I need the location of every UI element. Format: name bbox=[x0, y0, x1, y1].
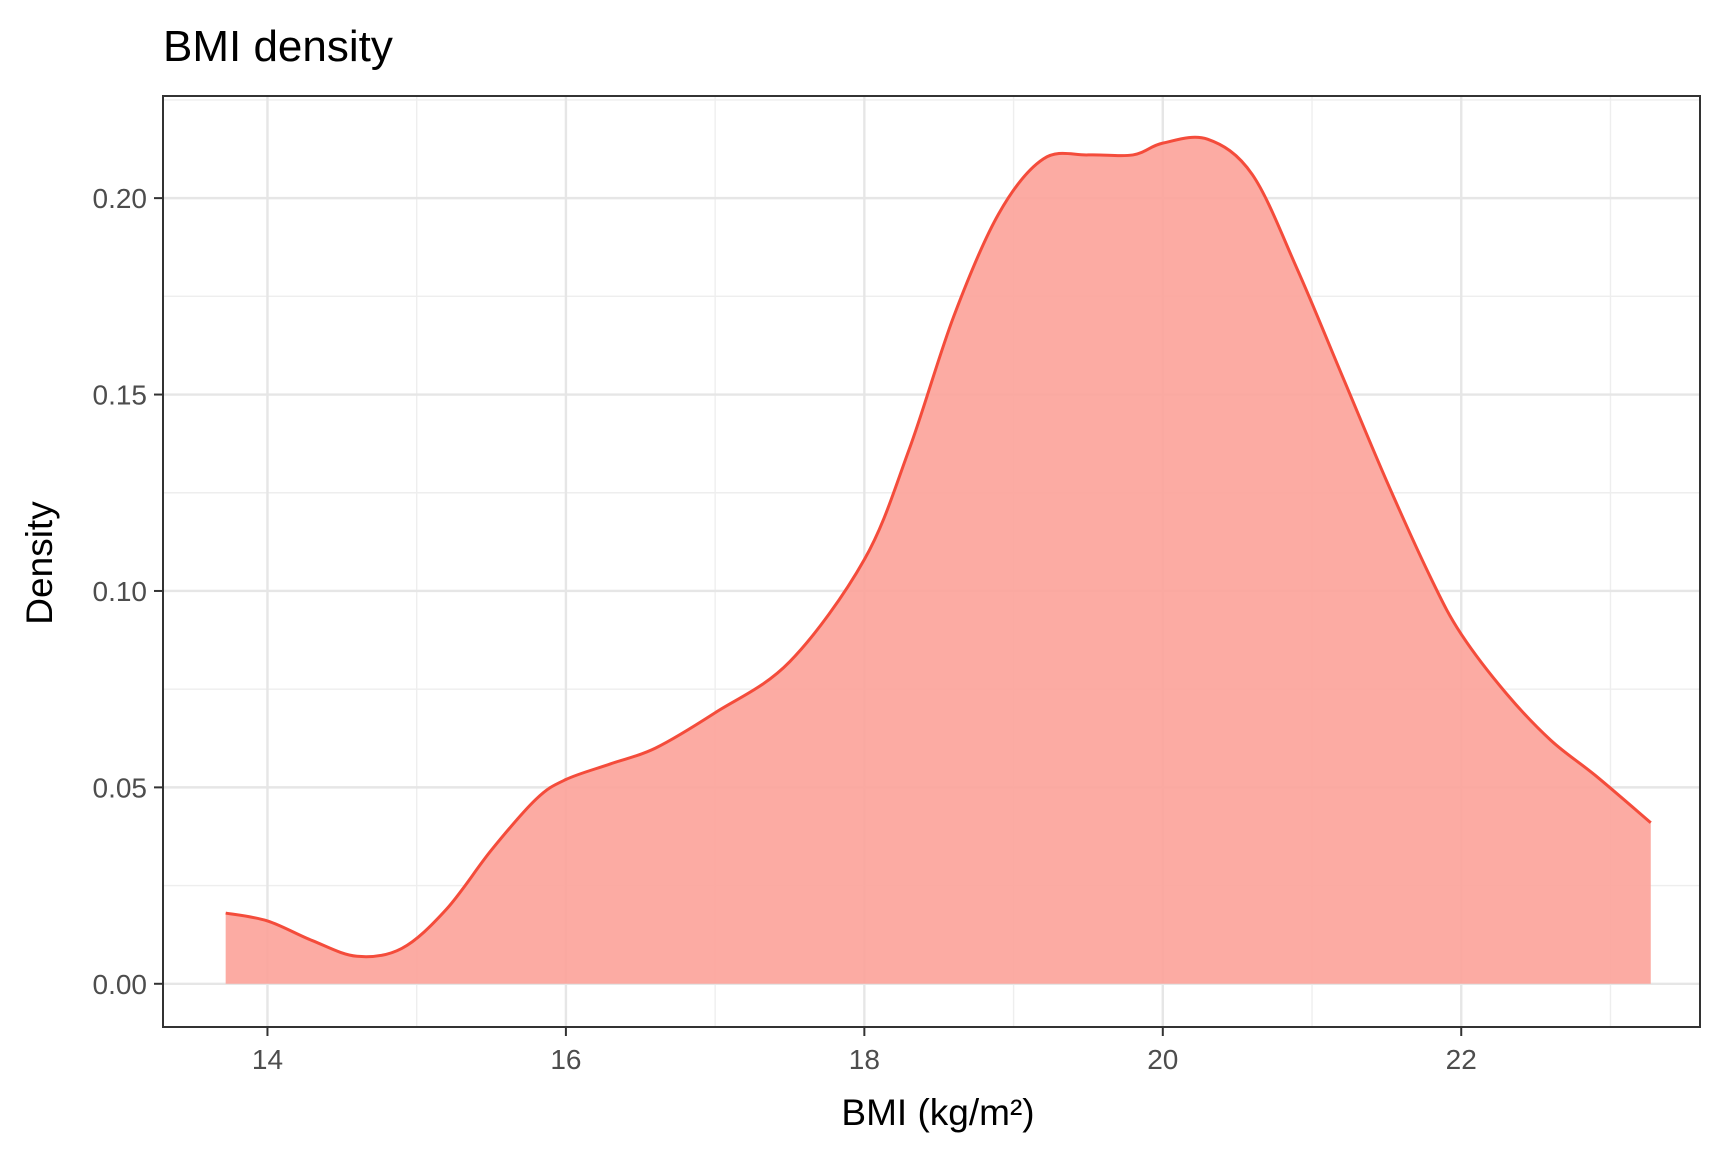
x-tick-label: 20 bbox=[1147, 1044, 1178, 1075]
y-axis: 0.00 0.05 0.10 0.15 0.20 bbox=[93, 183, 163, 1000]
x-tick-label: 22 bbox=[1446, 1044, 1477, 1075]
y-tick-label: 0.10 bbox=[93, 576, 148, 607]
x-axis: 14 16 18 20 22 bbox=[252, 1027, 1477, 1075]
x-axis-title: BMI (kg/m²) bbox=[841, 1092, 1034, 1133]
panel-border bbox=[162, 95, 1701, 1028]
density-area bbox=[225, 137, 1651, 984]
y-tick-label: 0.00 bbox=[93, 969, 148, 1000]
y-tick-label: 0.05 bbox=[93, 772, 148, 803]
chart-title: BMI density bbox=[163, 22, 393, 71]
x-tick-label: 18 bbox=[849, 1044, 880, 1075]
density-line bbox=[225, 135, 1652, 959]
x-tick-label: 16 bbox=[550, 1044, 581, 1075]
y-axis-title: Density bbox=[19, 501, 60, 625]
y-tick-label: 0.15 bbox=[93, 380, 148, 411]
x-tick-label: 14 bbox=[252, 1044, 283, 1075]
y-tick-label: 0.20 bbox=[93, 183, 148, 214]
